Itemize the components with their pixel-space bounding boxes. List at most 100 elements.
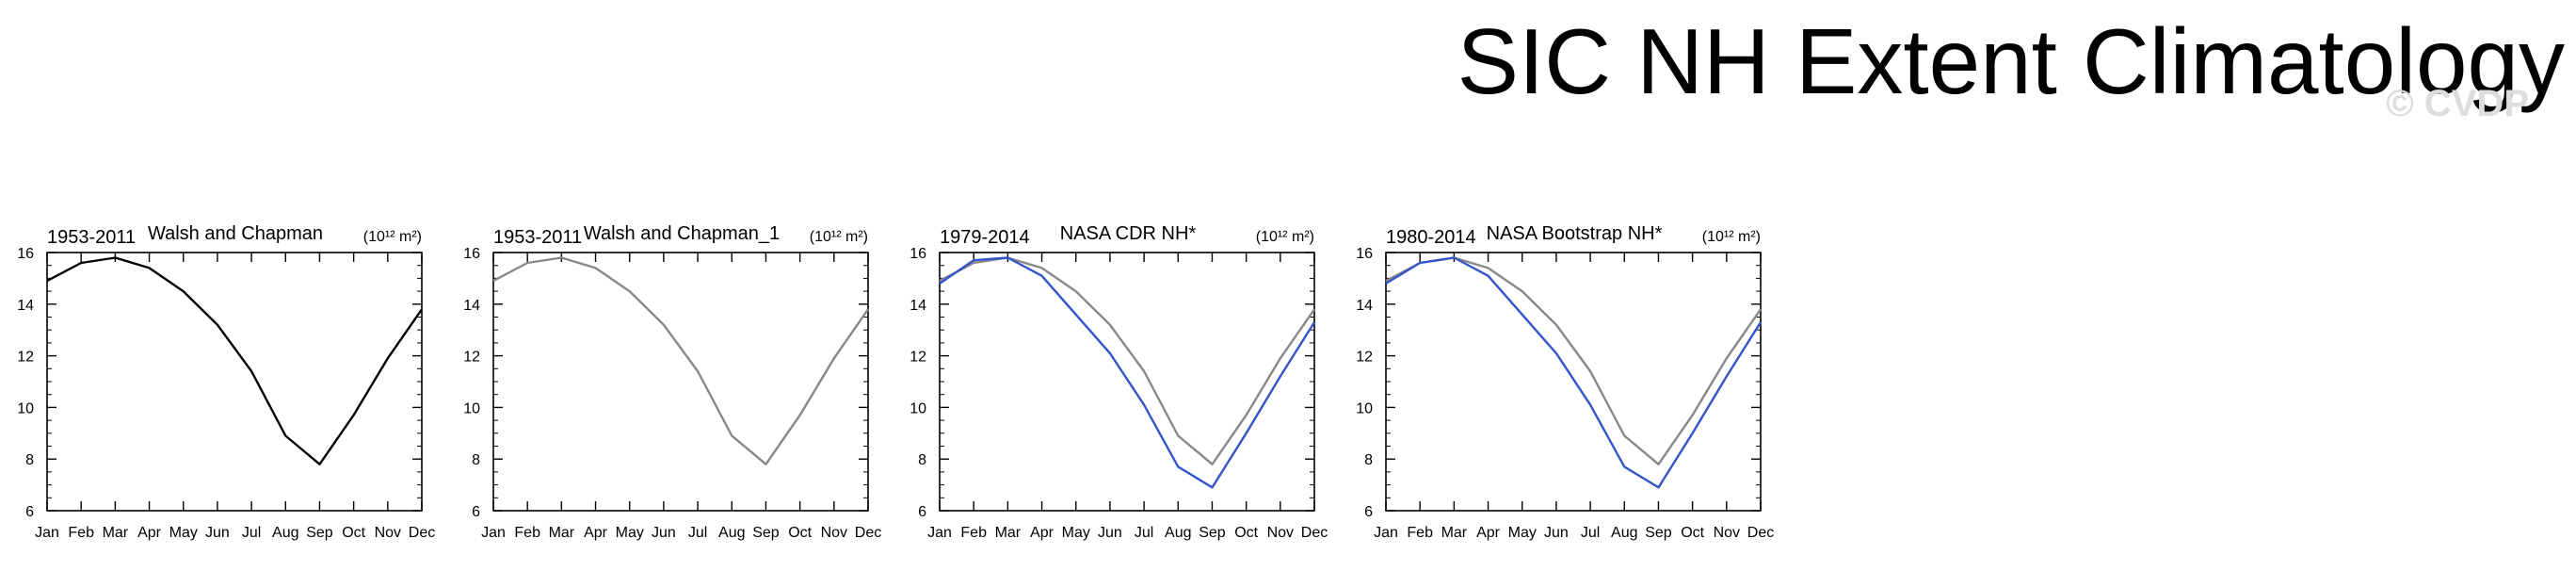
y-tick-label: 10 [1356, 400, 1373, 416]
x-tick-label: Sep [1645, 525, 1672, 541]
y-tick-label: 10 [463, 400, 480, 416]
x-tick-label: Oct [788, 525, 812, 541]
y-tick-label: 6 [472, 504, 480, 520]
y-tick-label: 16 [1356, 246, 1373, 262]
x-tick-label: Feb [960, 525, 987, 541]
series-line-1 [46, 256, 423, 465]
chart-panel-4: 6 8 10 12 14 16 Jan Feb Mar Apr May Jun Jul Aug Sep Oct… [1356, 223, 1774, 541]
series-line-1 [939, 256, 1315, 465]
panel-title: Walsh and Chapman [148, 223, 323, 244]
series-line-2 [1385, 256, 1763, 489]
x-tick-label: Oct [1681, 525, 1704, 541]
y-tick-label: 14 [17, 298, 34, 314]
x-tick-label: Jan [927, 525, 952, 541]
panel-units: (10¹² m²) [810, 229, 868, 245]
panel-title: Walsh and Chapman_1 [584, 223, 780, 244]
y-tick-label: 16 [910, 246, 926, 262]
series-line-1 [1385, 256, 1762, 465]
x-tick-label: Feb [68, 525, 94, 541]
panel-units: (10¹² m²) [1256, 229, 1314, 245]
plot-frame [46, 252, 423, 512]
x-tick-label: Nov [1714, 525, 1740, 541]
x-tick-label: Mar [995, 525, 1022, 541]
x-tick-label: Jul [1581, 525, 1600, 541]
y-tick-label: 10 [910, 400, 926, 416]
plot-frame [492, 252, 869, 512]
x-tick-label: Apr [1476, 525, 1501, 541]
x-tick-label: Jul [1135, 525, 1153, 541]
y-tick-label: 6 [918, 504, 926, 520]
panel-period: 1953-2011 [47, 227, 136, 248]
x-tick-label: Feb [514, 525, 540, 541]
x-tick-label: Jul [242, 525, 261, 541]
x-tick-label: Dec [409, 525, 435, 541]
x-tick-label: May [1062, 525, 1090, 541]
y-tick-label: 14 [463, 298, 480, 314]
y-tick-label: 6 [25, 504, 34, 520]
y-tick-label: 16 [17, 246, 34, 262]
x-tick-label: Jun [1544, 525, 1569, 541]
x-tick-label: Mar [1441, 525, 1468, 541]
x-tick-label: May [1508, 525, 1537, 541]
x-tick-label: May [616, 525, 644, 541]
x-tick-label: Apr [1030, 525, 1055, 541]
y-tick-label: 8 [472, 452, 480, 468]
x-tick-label: Sep [752, 525, 780, 541]
x-tick-label: Sep [306, 525, 333, 541]
y-tick-label: 8 [918, 452, 926, 468]
panel-title: NASA CDR NH* [1060, 223, 1197, 244]
x-tick-label: Nov [375, 525, 401, 541]
y-tick-label: 14 [910, 298, 926, 314]
series-line-1 [492, 256, 869, 465]
series-line-2 [939, 256, 1316, 489]
y-tick-label: 6 [1364, 504, 1373, 520]
x-tick-label: May [169, 525, 198, 541]
x-tick-label: Nov [821, 525, 847, 541]
panel-units: (10¹² m²) [363, 229, 422, 245]
x-tick-label: Jan [481, 525, 506, 541]
y-tick-label: 16 [463, 246, 480, 262]
y-tick-label: 10 [17, 400, 34, 416]
x-tick-label: Mar [549, 525, 575, 541]
x-tick-label: Apr [584, 525, 608, 541]
panel-period: 1953-2011 [493, 227, 582, 248]
x-tick-label: Sep [1199, 525, 1226, 541]
x-tick-label: Apr [137, 525, 162, 541]
x-tick-label: Oct [1234, 525, 1258, 541]
chart-panel-2: 6 8 10 12 14 16 Jan Feb Mar Apr May Jun Jul Aug Sep Oct… [463, 223, 881, 541]
plot-frame [939, 252, 1315, 512]
watermark: © CVDP [2386, 83, 2529, 124]
y-tick-label: 8 [1364, 452, 1373, 468]
x-tick-label: Aug [1165, 525, 1191, 541]
y-tick-label: 12 [463, 350, 480, 366]
x-tick-label: Aug [272, 525, 298, 541]
y-tick-label: 12 [17, 350, 34, 366]
plot-frame [1385, 252, 1762, 512]
x-tick-label: Dec [1301, 525, 1328, 541]
x-tick-label: Jun [652, 525, 676, 541]
x-tick-label: Oct [342, 525, 365, 541]
x-tick-label: Jan [1374, 525, 1398, 541]
x-tick-label: Nov [1267, 525, 1294, 541]
chart-panel-1: 6 8 10 12 14 16 Jan Feb Mar Apr May Jun Jul Aug Sep Oct… [17, 223, 435, 541]
x-tick-label: Mar [103, 525, 129, 541]
x-tick-label: Aug [718, 525, 745, 541]
chart-panel-3: 6 8 10 12 14 16 Jan Feb Mar Apr May Jun Jul Aug Sep Oct… [910, 223, 1328, 541]
figure-title: SIC NH Extent Climatology [1457, 9, 2565, 113]
y-tick-label: 8 [25, 452, 34, 468]
x-tick-label: Jan [35, 525, 59, 541]
x-tick-label: Jun [205, 525, 230, 541]
panel-units: (10¹² m²) [1702, 229, 1761, 245]
panel-period: 1979-2014 [940, 227, 1030, 248]
x-tick-label: Aug [1611, 525, 1637, 541]
x-tick-label: Feb [1407, 525, 1433, 541]
y-tick-label: 12 [910, 350, 926, 366]
panel-period: 1980-2014 [1386, 227, 1476, 248]
panel-title: NASA Bootstrap NH* [1487, 223, 1663, 244]
y-tick-label: 14 [1356, 298, 1373, 314]
x-tick-label: Jun [1098, 525, 1122, 541]
x-tick-label: Jul [688, 525, 707, 541]
x-tick-label: Dec [855, 525, 881, 541]
x-tick-label: Dec [1747, 525, 1774, 541]
